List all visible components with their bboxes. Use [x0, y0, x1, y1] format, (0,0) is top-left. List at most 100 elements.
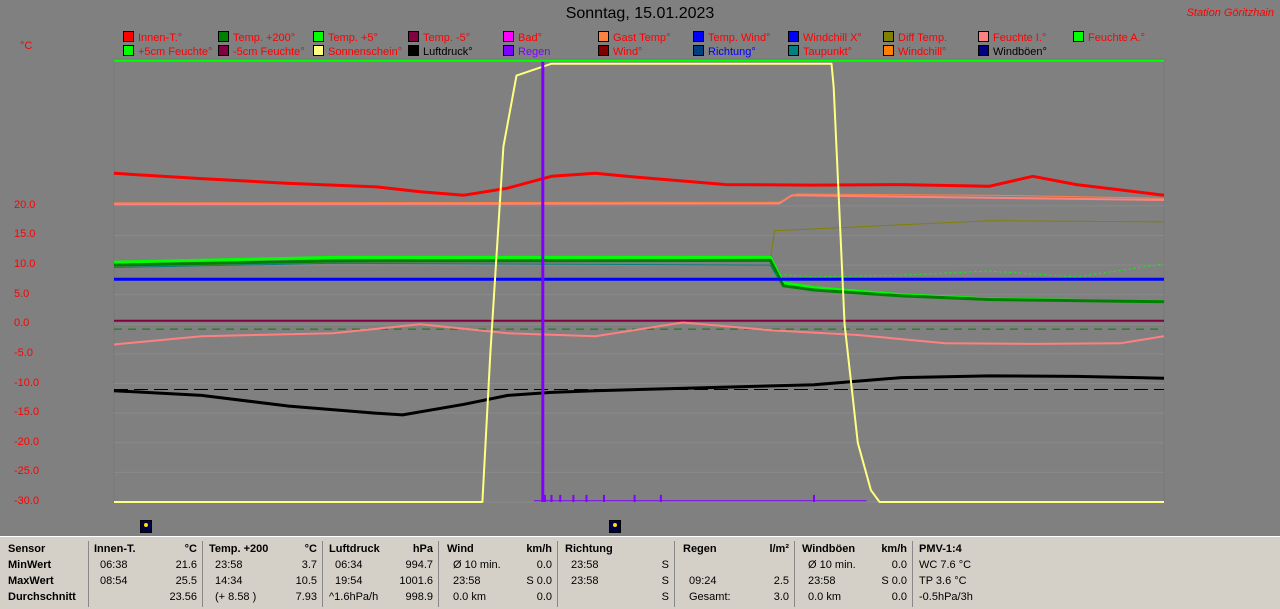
legend-entry: Regen [503, 45, 550, 58]
legend-entry: Temp. +5° [313, 31, 378, 44]
legend-swatch [883, 45, 894, 56]
legend-entry: Bad° [503, 31, 542, 44]
stats-cell-label: ^1.6hPa/h [329, 591, 379, 603]
stats-column-sensor: Sensor MinWert MaxWert Durchschnitt [4, 541, 89, 607]
legend-entry: Sonnenschein° [313, 45, 402, 58]
legend-swatch [883, 31, 894, 42]
stats-header-label: Innen-T. [94, 543, 136, 555]
series-line [113, 258, 1165, 304]
stats-cell-value: 3.7 [301, 559, 317, 571]
stats-cell-value: S 0.0 [526, 575, 552, 587]
y-tick-label: 15.0 [14, 228, 36, 241]
stats-header-label: Richtung [565, 543, 613, 555]
stats-row: MaxWert [4, 573, 88, 589]
stats-cell-label: 08:54 [100, 575, 128, 587]
legend-entry: Temp. -5° [408, 31, 470, 44]
legend-swatch [218, 45, 229, 56]
stats-column-wind: Wind km/h Ø 10 min. 0.0 23:58 S 0.0 0.0 km 0.0 [443, 541, 558, 607]
stats-row: 23:58 S [561, 573, 674, 589]
sunset-icon [609, 520, 621, 533]
stats-cell-value: 1001.6 [399, 575, 433, 587]
legend-label: Taupunkt° [803, 46, 853, 58]
series-line [114, 62, 1164, 503]
stats-column-pmv: PMV-1:4 WC 7.6 °C TP 3.6 °C -0.5hPa/3h [915, 541, 1035, 607]
stats-header-unit: hPa [412, 543, 433, 555]
legend-swatch [503, 45, 514, 56]
legend-swatch [978, 31, 989, 42]
stats-cell-label: 23:58 [808, 575, 836, 587]
stats-cell-value: 998.9 [405, 591, 433, 603]
stats-cell-label: 06:34 [335, 559, 363, 571]
legend-label: Innen-T.° [138, 32, 183, 44]
stats-cell-value: 0.0 [536, 559, 552, 571]
stats-row: 08:54 25.5 [90, 573, 202, 589]
legend-swatch [218, 31, 229, 42]
stats-cell-value: S 0.0 [881, 575, 907, 587]
legend-entry: Feuchte A.° [1073, 31, 1145, 44]
stats-header: Richtung [561, 541, 674, 557]
stats-row: WC 7.6 °C [915, 557, 1035, 573]
legend-label: Wind° [613, 46, 643, 58]
legend-label: Temp. Wind° [708, 32, 771, 44]
legend-label: Regen [518, 46, 551, 58]
series-line [113, 321, 1165, 346]
stats-row: S [561, 589, 674, 605]
legend-label: Gast Temp° [613, 32, 671, 44]
legend-entry: -5cm Feuchte° [218, 45, 305, 58]
legend-label: Windböen° [993, 46, 1047, 58]
legend-entry: +5cm Feuchte° [123, 45, 212, 58]
legend-label: Feuchte A.° [1088, 32, 1145, 44]
legend-entry: Diff Temp. [883, 31, 947, 44]
legend-label: Luftdruck° [423, 46, 473, 58]
series-line [113, 171, 1165, 197]
stats-column-innen: Innen-T. °C 06:38 21.6 08:54 25.5 23.56 [90, 541, 203, 607]
legend-label: Diff Temp. [898, 32, 948, 44]
stats-table: Sensor MinWert MaxWert Durchschnitt Innen-T.… [0, 536, 1280, 609]
legend-label: Temp. +5° [328, 32, 378, 44]
legend-swatch [123, 31, 134, 42]
legend-label: Windchill X° [803, 32, 862, 44]
stats-cell-value: 21.6 [175, 559, 197, 571]
stats-header: PMV-1:4 [915, 541, 1035, 557]
legend-label: Bad° [518, 32, 542, 44]
stats-cell-label: 23:58 [453, 575, 481, 587]
legend-entry: Innen-T.° [123, 31, 182, 44]
stats-header-label: Regen [683, 543, 717, 555]
stats-row: 23:58 S 0.0 [798, 573, 912, 589]
legend-entry: Luftdruck° [408, 45, 473, 58]
legend-entry: Temp. +200° [218, 31, 295, 44]
y-tick-label: -30.0 [14, 495, 40, 507]
y-tick-label: -15.0 [14, 406, 40, 419]
series-line [113, 262, 780, 281]
stats-row: (+ 8.58 ) 7.93 [205, 589, 322, 605]
stats-header-unit: km/h [526, 543, 552, 555]
legend-swatch [598, 31, 609, 42]
legend-label: +5cm Feuchte° [138, 46, 213, 58]
legend-entry: Feuchte I.° [978, 31, 1046, 44]
y-tick-label: 20.0 [14, 198, 36, 211]
legend-label: Feuchte I.° [993, 32, 1047, 44]
legend-entry: Windchill X° [788, 31, 862, 44]
stats-header: Innen-T. °C [90, 541, 202, 557]
stats-row: MinWert [4, 557, 88, 573]
legend-swatch [598, 45, 609, 56]
legend-swatch [313, 31, 324, 42]
legend-swatch [408, 31, 419, 42]
stats-row: TP 3.6 °C [915, 573, 1035, 589]
stats-header: Luftdruck hPa [325, 541, 438, 557]
y-tick-label: 0.0 [14, 317, 30, 330]
stats-cell-label: TP 3.6 °C [919, 575, 967, 587]
legend-label: -5cm Feuchte° [233, 46, 305, 58]
legend-entry: Taupunkt° [788, 45, 852, 58]
stats-cell-label: 14:34 [215, 575, 243, 587]
legend-swatch [1073, 31, 1084, 42]
stats-cell-label: Durchschnitt [8, 591, 76, 603]
page-title: Sonntag, 15.01.2023 [565, 5, 715, 22]
sunrise-icon [140, 520, 152, 533]
stats-cell-label: -0.5hPa/3h [919, 591, 973, 603]
stats-header-unit: °C [304, 543, 317, 555]
legend-entry: Richtung° [693, 45, 756, 58]
stats-header-label: Luftdruck [329, 543, 380, 555]
legend-swatch [313, 45, 324, 56]
legend-swatch [123, 45, 134, 56]
